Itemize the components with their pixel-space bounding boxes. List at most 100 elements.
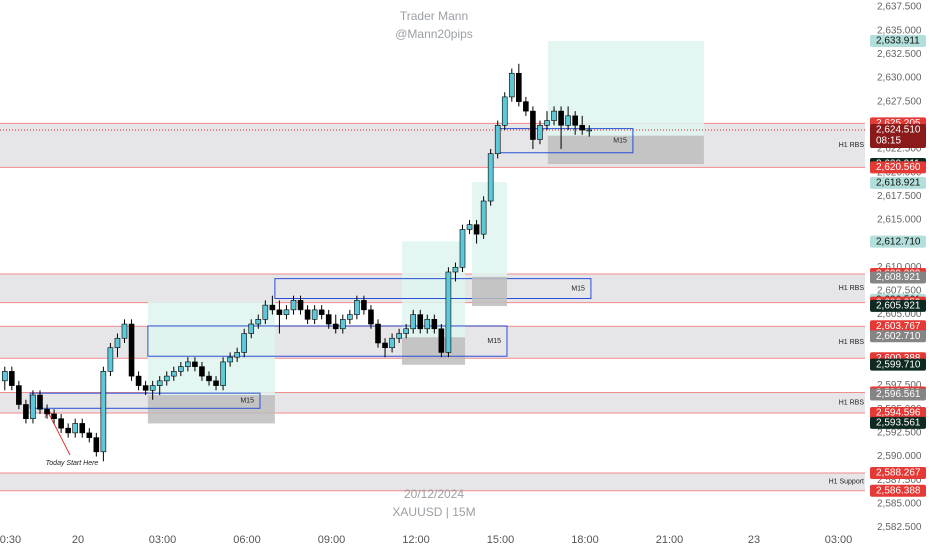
- watermark-date: 20/12/2024: [404, 487, 464, 501]
- candle-body: [368, 309, 374, 325]
- price-tag-label: 2,596.561: [876, 389, 921, 400]
- candle-body: [213, 380, 219, 386]
- price-tag-label: 2,608.921: [876, 272, 921, 283]
- zone: [0, 123, 865, 168]
- x-tick-label: 18:00: [571, 534, 599, 546]
- zone: [0, 472, 865, 491]
- price-tag-label: 2,588.267: [876, 468, 921, 479]
- candle-body: [396, 333, 402, 339]
- candle-body: [44, 408, 50, 415]
- price-tag: [870, 388, 926, 401]
- box-label: M15: [487, 338, 501, 345]
- x-tick-label: 03:00: [149, 534, 177, 546]
- candle-body: [424, 319, 431, 330]
- watermark-handle: @Mann20pips: [395, 27, 473, 41]
- candle-body: [220, 361, 226, 386]
- candle-body: [544, 120, 550, 126]
- candle-body: [438, 328, 445, 353]
- x-tick-label: 23: [748, 534, 760, 546]
- price-tag-label: 2,586.388: [876, 485, 921, 496]
- price-tag: [870, 34, 926, 47]
- candle-body: [170, 371, 177, 377]
- x-tick-label: 20: [72, 534, 84, 546]
- candle-body: [410, 314, 417, 330]
- price-tag-label: 2,620.560: [876, 162, 921, 173]
- candle-body: [339, 319, 346, 330]
- candle-body: [206, 375, 212, 382]
- candle-body: [487, 153, 494, 202]
- candle-body: [135, 375, 142, 386]
- y-tick-label: 2,585.000: [877, 499, 922, 510]
- candle-body: [572, 115, 578, 126]
- candle-body: [241, 333, 248, 353]
- y-tick-label: 2,632.500: [877, 49, 922, 60]
- candle-body: [269, 304, 276, 311]
- candle-body: [523, 101, 529, 112]
- candle-body: [128, 323, 135, 377]
- y-tick-label: 2,597.500: [877, 380, 922, 391]
- candle-body: [318, 309, 325, 315]
- candle-body: [311, 309, 318, 320]
- candle-body: [149, 385, 156, 391]
- zone-label: H1 Support: [829, 479, 864, 486]
- candle-body: [107, 347, 114, 372]
- x-tick-label: 12:00: [402, 534, 430, 546]
- candle-body: [276, 309, 283, 315]
- candle-body: [79, 423, 86, 434]
- x-tick-label: 03:00: [825, 534, 853, 546]
- price-tag-label: 2,618.921: [876, 177, 921, 188]
- candle-body: [537, 125, 543, 140]
- x-tick-label: 09:00: [318, 534, 346, 546]
- candle-body: [58, 418, 64, 429]
- candle-body: [473, 224, 480, 235]
- watermark-symbol: XAUUSD | 15M: [392, 505, 475, 519]
- candle-body: [227, 356, 233, 363]
- candle-body: [156, 380, 163, 386]
- y-tick-label: 2,590.000: [877, 451, 922, 462]
- y-tick-label: 2,635.000: [877, 25, 922, 36]
- watermark-title: Trader Mann: [400, 9, 468, 23]
- annotation-arrow: [47, 411, 71, 456]
- candle-body: [30, 394, 36, 419]
- box-label: M15: [240, 398, 254, 405]
- price-tag: [870, 320, 926, 333]
- price-tag-label: 2,600.388: [876, 353, 921, 364]
- candle-body: [163, 375, 170, 382]
- background-layer: H1 RBS H1 RBS H1 RBS H1 RBS H1 Support M15 M15…: [0, 41, 865, 492]
- candle-body: [114, 337, 121, 349]
- price-tag: [870, 176, 926, 189]
- candle-body: [389, 337, 395, 349]
- zone-label: H1 RBS: [839, 142, 865, 149]
- zone-label: H1 RBS: [839, 400, 865, 407]
- x-tick-label: 21:00: [656, 534, 684, 546]
- price-tag-label: 2,599.710: [876, 359, 921, 370]
- shaded-box: [547, 41, 704, 136]
- price-tag: [870, 407, 926, 420]
- candle-body: [16, 385, 22, 405]
- y-tick-label: 2,605.000: [877, 309, 922, 320]
- price-tag: [870, 416, 926, 429]
- y-tick-label: 2,610.000: [877, 262, 922, 273]
- candle-body: [93, 437, 100, 453]
- candle-body: [417, 314, 424, 330]
- m15-box: [274, 278, 592, 300]
- price-tag-label: 2,593.561: [876, 417, 921, 428]
- price-tag-label: 2,603.767: [876, 321, 921, 332]
- shaded-box: [547, 135, 704, 165]
- price-tag-label: 2,625.205: [876, 118, 921, 129]
- candle-body: [185, 361, 191, 367]
- price-tag-label: 2,594.596: [876, 408, 921, 419]
- shaded-box: [147, 395, 275, 424]
- price-tag: [870, 161, 926, 174]
- candle-body: [445, 271, 452, 353]
- price-tag: [870, 484, 926, 497]
- candle-body: [347, 314, 353, 320]
- box-label: M15: [613, 138, 627, 145]
- price-tag-label: 2,602.710: [876, 331, 921, 342]
- price-tag: [870, 271, 926, 284]
- candle-body: [508, 72, 515, 98]
- price-tag: [870, 299, 926, 312]
- candle-body: [579, 125, 586, 131]
